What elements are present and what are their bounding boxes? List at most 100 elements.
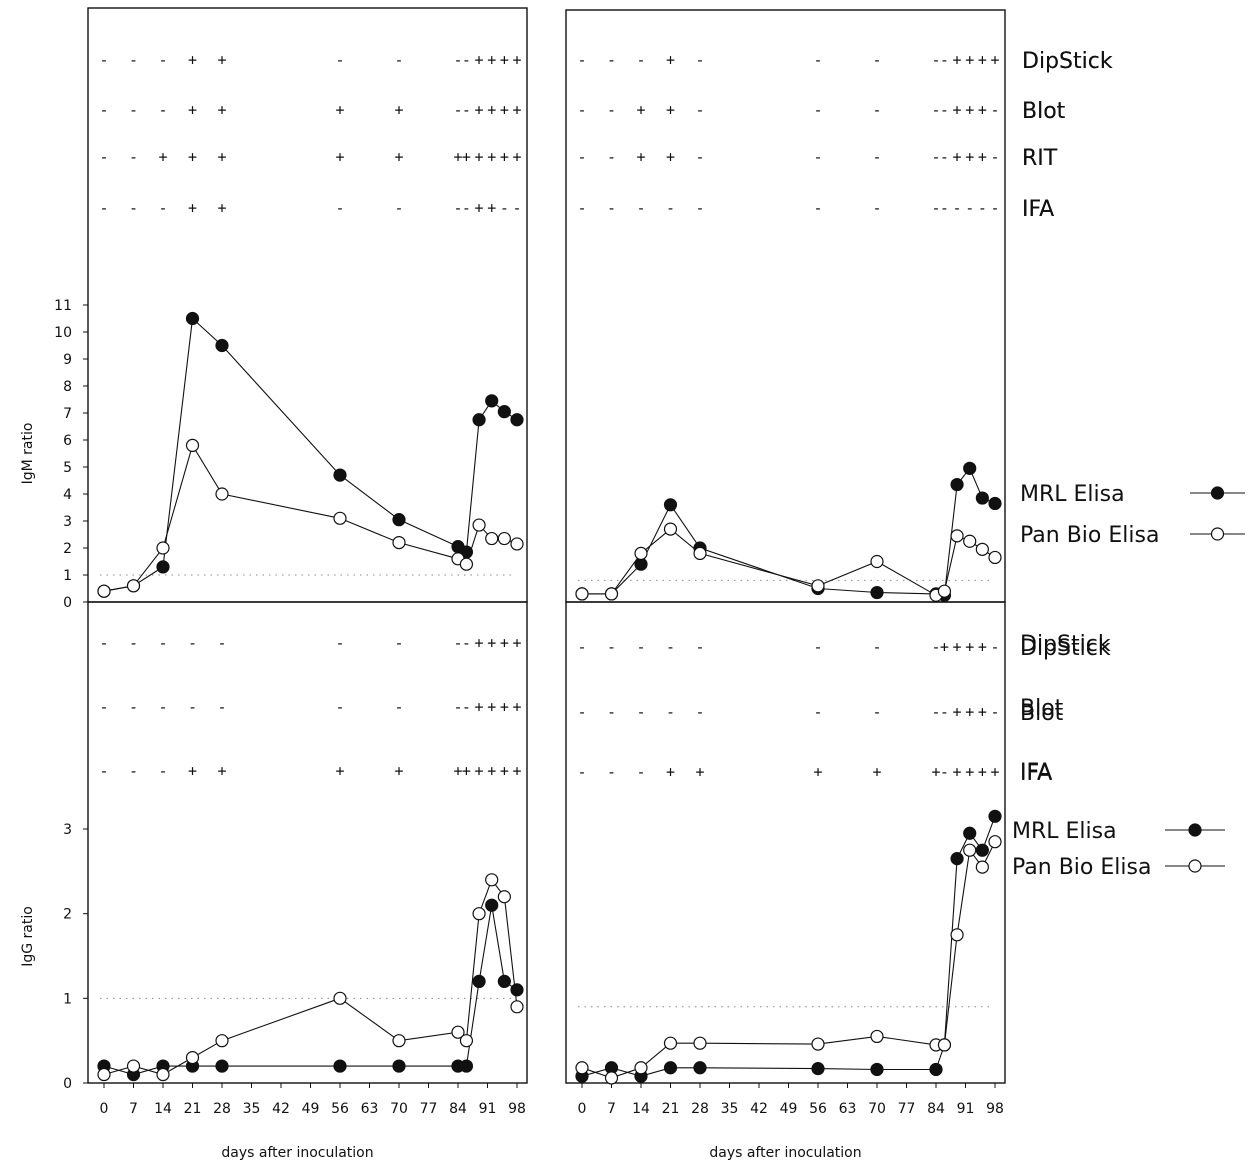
data-point-panbio xyxy=(472,518,486,532)
panel-frame xyxy=(565,601,1006,1084)
test-label: DipStick xyxy=(1022,49,1113,74)
test-sign: + xyxy=(978,51,987,69)
test-sign: + xyxy=(512,148,521,166)
data-point-mrl xyxy=(663,1061,678,1075)
data-point-panbio xyxy=(459,1034,474,1048)
test-sign: + xyxy=(636,101,645,119)
x-tick-label: 21 xyxy=(662,1101,680,1117)
data-point-mrl xyxy=(975,491,989,505)
test-sign: - xyxy=(453,51,462,69)
x-tick-label: 84 xyxy=(927,1101,945,1117)
series-line-mrl xyxy=(581,816,996,1077)
data-point-mrl xyxy=(811,1062,825,1076)
test-sign: + xyxy=(487,51,496,69)
y-tick-label: 6 xyxy=(63,433,72,449)
test-sign: + xyxy=(512,698,521,716)
data-point-mrl xyxy=(963,461,977,475)
y-axis-title: IgG ratio xyxy=(20,906,36,967)
y-tick-label: 8 xyxy=(63,379,72,395)
test-sign: - xyxy=(129,148,138,166)
x-axis-title: days after inoculation xyxy=(709,1145,861,1161)
legend-marker xyxy=(1188,859,1202,873)
test-sign: + xyxy=(217,148,226,166)
test-sign: + xyxy=(953,638,962,656)
data-point-mrl xyxy=(392,1059,406,1073)
test-sign: + xyxy=(978,763,987,781)
test-sign: + xyxy=(512,51,521,69)
test-sign: - xyxy=(500,199,509,217)
test-sign: + xyxy=(872,763,881,781)
test-sign: - xyxy=(129,199,138,217)
data-point-panbio xyxy=(392,1034,406,1048)
test-sign: - xyxy=(99,199,108,217)
test-sign: + xyxy=(978,638,987,656)
x-tick-label: 91 xyxy=(479,1101,497,1117)
x-tick-label: 70 xyxy=(868,1101,886,1117)
test-sign: - xyxy=(453,634,462,652)
test-sign: + xyxy=(335,101,344,119)
data-point-mrl xyxy=(472,974,486,989)
test-sign: - xyxy=(129,762,138,780)
data-point-panbio xyxy=(937,1038,952,1052)
test-sign: - xyxy=(990,148,999,166)
y-tick-label: 1 xyxy=(63,568,72,584)
test-label: Blot xyxy=(1020,701,1064,726)
test-sign: - xyxy=(940,199,949,217)
test-sign: - xyxy=(695,638,704,656)
test-sign: + xyxy=(978,148,987,166)
x-tick-label: 35 xyxy=(721,1101,739,1117)
y-axis-title: IgM ratio xyxy=(20,423,36,485)
test-sign: - xyxy=(129,634,138,652)
test-sign: - xyxy=(394,634,403,652)
test-sign: + xyxy=(965,703,974,721)
data-point-panbio xyxy=(811,579,825,593)
data-point-mrl xyxy=(497,974,511,989)
test-sign: - xyxy=(953,199,962,217)
data-point-mrl xyxy=(929,1062,943,1077)
data-point-panbio xyxy=(604,587,619,601)
test-sign: + xyxy=(462,762,471,780)
test-sign: - xyxy=(462,51,471,69)
test-sign: - xyxy=(813,51,822,69)
x-tick-label: 28 xyxy=(691,1101,709,1117)
test-sign: - xyxy=(462,101,471,119)
data-point-panbio xyxy=(870,1029,884,1044)
test-sign: + xyxy=(158,148,167,166)
test-label: RIT xyxy=(1022,146,1058,171)
test-sign: - xyxy=(990,199,999,217)
test-sign: - xyxy=(931,199,940,217)
legend-label: MRL Elisa xyxy=(1012,819,1117,844)
test-sign: + xyxy=(394,148,403,166)
test-sign: + xyxy=(666,148,675,166)
x-tick-label: 28 xyxy=(213,1101,231,1117)
test-sign: + xyxy=(487,101,496,119)
test-sign: - xyxy=(695,101,704,119)
test-sign: - xyxy=(577,638,586,656)
data-point-panbio xyxy=(634,1061,648,1075)
test-sign: + xyxy=(475,51,484,69)
test-sign: - xyxy=(453,698,462,716)
x-tick-label: 70 xyxy=(390,1101,408,1117)
x-tick-label: 7 xyxy=(129,1101,138,1117)
test-sign: + xyxy=(475,698,484,716)
test-sign: + xyxy=(188,51,197,69)
data-point-panbio xyxy=(485,531,499,546)
test-sign: + xyxy=(487,148,496,166)
test-sign: + xyxy=(666,101,675,119)
test-sign: + xyxy=(475,101,484,119)
y-tick-label: 4 xyxy=(63,487,72,503)
y-tick-label: 3 xyxy=(63,514,72,530)
data-point-panbio xyxy=(811,1037,825,1051)
data-point-panbio xyxy=(963,534,977,548)
data-point-panbio xyxy=(988,835,1002,849)
x-tick-label: 56 xyxy=(331,1101,349,1117)
test-sign: - xyxy=(335,51,344,69)
x-tick-label: 49 xyxy=(302,1101,320,1117)
series-line-mrl xyxy=(103,905,518,1076)
data-point-panbio xyxy=(988,550,1002,565)
data-point-panbio xyxy=(497,890,511,904)
test-sign: - xyxy=(453,101,462,119)
data-point-panbio xyxy=(663,1036,678,1050)
